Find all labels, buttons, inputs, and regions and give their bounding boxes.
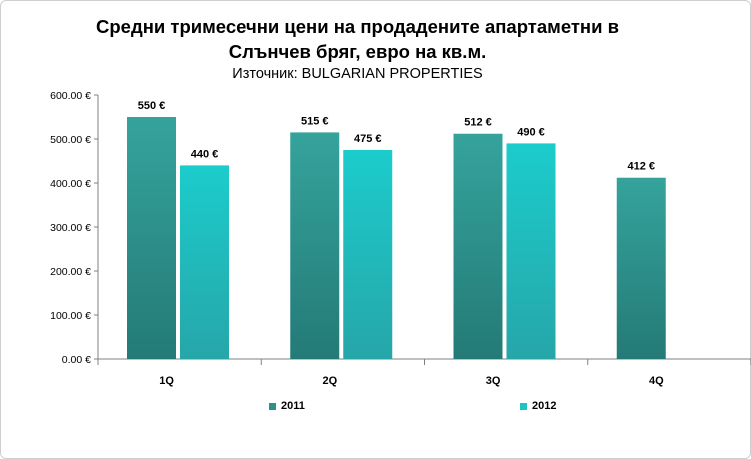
data-label: 512 €	[464, 117, 492, 129]
chart-title: Средни тримесечни цени на продадените ап…	[0, 14, 715, 64]
data-label: 515 €	[301, 115, 329, 127]
data-label: 440 €	[191, 148, 219, 160]
data-label: 550 €	[138, 100, 166, 112]
legend-swatch-2011	[269, 402, 276, 410]
bar-2011-4Q	[616, 177, 666, 359]
bar-2012-3Q	[506, 143, 556, 359]
data-label: 412 €	[627, 161, 655, 173]
bar-2012-2Q	[343, 150, 393, 359]
data-label: 475 €	[354, 133, 382, 145]
y-tick-label: 400.00 €	[50, 178, 91, 190]
bar-2011-3Q	[453, 133, 503, 359]
chart-subtitle: Източник: BULGARIAN PROPERTIES	[232, 66, 483, 82]
chart-title-line-2: Слънчев бряг, евро на кв.м.	[228, 41, 487, 62]
x-tick-label: 2Q	[323, 375, 338, 387]
y-tick-label: 500.00 €	[50, 134, 91, 146]
y-tick-label: 0.00 €	[62, 354, 91, 366]
y-tick-label: 100.00 €	[50, 310, 91, 322]
x-tick-label: 1Q	[159, 375, 174, 387]
legend-item-2011: 2011	[269, 400, 305, 412]
x-tick-label: 3Q	[486, 375, 501, 387]
legend-label-2012: 2012	[532, 400, 557, 412]
chart-title-line-1: Средни тримесечни цени на продадените ап…	[96, 16, 619, 37]
bar-2012-1Q	[180, 165, 229, 359]
legend-label-2011: 2011	[281, 400, 305, 412]
y-tick-label: 600.00 €	[50, 90, 91, 102]
data-label: 490 €	[517, 126, 545, 138]
bar-2011-2Q	[290, 132, 340, 359]
y-tick-label: 200.00 €	[50, 266, 91, 278]
y-tick-label: 300.00 €	[50, 222, 91, 234]
bar-2011-1Q	[127, 117, 176, 359]
x-tick-label: 4Q	[649, 375, 664, 387]
legend-item-2012: 2012	[520, 400, 556, 412]
legend-swatch-2012	[520, 402, 527, 410]
